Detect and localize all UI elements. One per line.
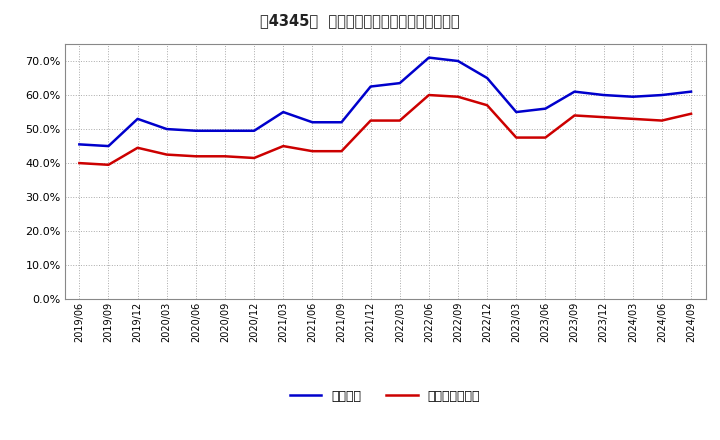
固定比率 bbox=[687, 89, 696, 94]
固定比率 bbox=[512, 110, 521, 115]
固定長期適合率 bbox=[133, 145, 142, 150]
固定比率 bbox=[366, 84, 375, 89]
固定比率 bbox=[570, 89, 579, 94]
固定比率 bbox=[308, 120, 317, 125]
固定長期適合率 bbox=[75, 161, 84, 166]
固定比率 bbox=[104, 143, 113, 149]
固定比率 bbox=[599, 92, 608, 98]
固定長期適合率 bbox=[454, 94, 462, 99]
固定比率 bbox=[454, 59, 462, 64]
固定比率 bbox=[657, 92, 666, 98]
Line: 固定比率: 固定比率 bbox=[79, 58, 691, 146]
固定長期適合率 bbox=[687, 111, 696, 117]
固定長期適合率 bbox=[629, 116, 637, 121]
固定比率 bbox=[192, 128, 200, 133]
固定長期適合率 bbox=[250, 155, 258, 161]
固定長期適合率 bbox=[337, 149, 346, 154]
固定比率 bbox=[541, 106, 550, 111]
固定長期適合率 bbox=[308, 149, 317, 154]
固定長期適合率 bbox=[425, 92, 433, 98]
固定比率 bbox=[425, 55, 433, 60]
固定長期適合率 bbox=[366, 118, 375, 123]
固定比率 bbox=[483, 75, 492, 81]
固定比率 bbox=[629, 94, 637, 99]
固定比率 bbox=[279, 110, 287, 115]
固定長期適合率 bbox=[599, 114, 608, 120]
固定長期適合率 bbox=[163, 152, 171, 157]
固定長期適合率 bbox=[570, 113, 579, 118]
固定長期適合率 bbox=[512, 135, 521, 140]
Line: 固定長期適合率: 固定長期適合率 bbox=[79, 95, 691, 165]
固定長期適合率 bbox=[483, 103, 492, 108]
固定比率 bbox=[133, 116, 142, 121]
固定長期適合率 bbox=[395, 118, 404, 123]
固定長期適合率 bbox=[192, 154, 200, 159]
固定長期適合率 bbox=[541, 135, 550, 140]
固定長期適合率 bbox=[279, 143, 287, 149]
Text: ［4345］  固定比率、固定長期適合率の推移: ［4345］ 固定比率、固定長期適合率の推移 bbox=[260, 13, 460, 28]
固定比率 bbox=[163, 126, 171, 132]
Legend: 固定比率, 固定長期適合率: 固定比率, 固定長期適合率 bbox=[285, 385, 485, 408]
固定比率 bbox=[395, 81, 404, 86]
固定比率 bbox=[75, 142, 84, 147]
固定長期適合率 bbox=[657, 118, 666, 123]
固定比率 bbox=[220, 128, 229, 133]
固定比率 bbox=[337, 120, 346, 125]
固定比率 bbox=[250, 128, 258, 133]
固定長期適合率 bbox=[104, 162, 113, 168]
固定長期適合率 bbox=[220, 154, 229, 159]
